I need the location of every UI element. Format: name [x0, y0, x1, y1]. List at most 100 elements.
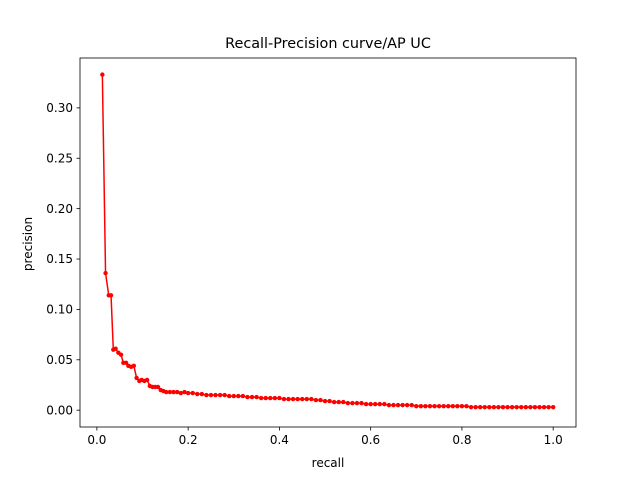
data-point [113, 346, 118, 351]
data-point [318, 397, 323, 403]
y-tick-label: 0.05 [46, 353, 73, 367]
plot-area [100, 72, 556, 410]
data-point [368, 401, 373, 407]
data-point [354, 400, 360, 406]
x-axis-label: recall [312, 456, 345, 470]
data-point [345, 400, 351, 406]
data-point [464, 403, 469, 409]
data-point [418, 403, 424, 409]
y-tick-label: 0.00 [46, 403, 73, 417]
x-tick-label: 0.6 [361, 433, 380, 447]
data-point [446, 403, 451, 409]
data-point [459, 403, 465, 409]
data-point [240, 393, 246, 399]
data-point [108, 293, 114, 298]
data-point [519, 404, 524, 410]
data-point [336, 399, 341, 405]
data-point [190, 390, 195, 396]
data-point [277, 395, 282, 401]
data-point [395, 402, 401, 408]
data-point [427, 403, 433, 409]
data-point [423, 403, 428, 409]
data-point [482, 404, 487, 410]
data-point [363, 401, 369, 407]
data-point [327, 398, 332, 404]
x-tick-label: 1.0 [544, 433, 563, 447]
data-point [322, 398, 328, 404]
data-point [455, 403, 460, 409]
data-point [414, 403, 419, 409]
data-point [331, 399, 337, 405]
x-tick-label: 0.0 [87, 433, 106, 447]
data-point [281, 396, 287, 402]
data-point [208, 392, 214, 398]
data-point [541, 404, 547, 410]
data-point [377, 401, 382, 407]
axes: 0.0 0.2 0.4 0.6 0.8 1.0 0.00 0.05 0.10 0.15 0.20 0.… [46, 57, 577, 447]
data-point [350, 400, 355, 406]
y-tick-label: 0.30 [46, 101, 73, 115]
data-point [258, 395, 264, 401]
data-point [359, 400, 364, 406]
data-point [473, 404, 478, 410]
data-point [249, 394, 255, 400]
data-point [386, 402, 392, 408]
data-point [532, 404, 538, 410]
data-point [204, 392, 209, 398]
data-point [500, 404, 506, 410]
data-point [227, 393, 232, 399]
data-point [514, 404, 519, 410]
data-point [523, 404, 529, 410]
data-point [496, 404, 501, 410]
data-point [182, 389, 187, 395]
data-point [491, 404, 497, 410]
data-point [272, 395, 278, 401]
x-tick-label: 0.2 [179, 433, 198, 447]
data-point [341, 399, 346, 405]
data-point [373, 401, 378, 407]
data-point [477, 404, 483, 410]
data-point [313, 397, 319, 403]
data-point [404, 402, 410, 408]
data-point [178, 390, 184, 396]
data-point [100, 72, 105, 77]
data-point [400, 402, 405, 408]
data-point [537, 404, 542, 410]
data-point [295, 396, 300, 402]
data-point [268, 395, 273, 401]
data-point [164, 389, 169, 395]
axes-frame [79, 57, 577, 428]
y-tick-label: 0.10 [46, 303, 73, 317]
data-point [174, 389, 180, 395]
data-point [118, 352, 124, 357]
data-point [509, 404, 515, 410]
data-point [167, 389, 173, 395]
data-point [231, 393, 236, 399]
data-point [487, 404, 492, 410]
data-point [436, 403, 442, 409]
data-point [185, 390, 191, 396]
data-point [450, 403, 455, 409]
data-point [550, 404, 556, 410]
data-point [528, 404, 533, 410]
data-point [391, 402, 396, 408]
data-point [286, 396, 291, 402]
y-tick-label: 0.15 [46, 252, 73, 266]
data-point [199, 391, 205, 397]
data-point [505, 404, 510, 410]
data-point [195, 391, 200, 397]
data-point [254, 394, 259, 400]
data-point [171, 389, 176, 395]
data-point [144, 377, 150, 383]
data-point [290, 396, 296, 402]
data-point [409, 402, 414, 408]
x-tick-label: 0.8 [452, 433, 471, 447]
y-tick-label: 0.25 [46, 151, 73, 165]
y-axis-label: precision [21, 217, 35, 271]
data-point [432, 403, 437, 409]
data-point [468, 404, 474, 410]
data-point [134, 375, 139, 381]
data-point [217, 392, 223, 398]
